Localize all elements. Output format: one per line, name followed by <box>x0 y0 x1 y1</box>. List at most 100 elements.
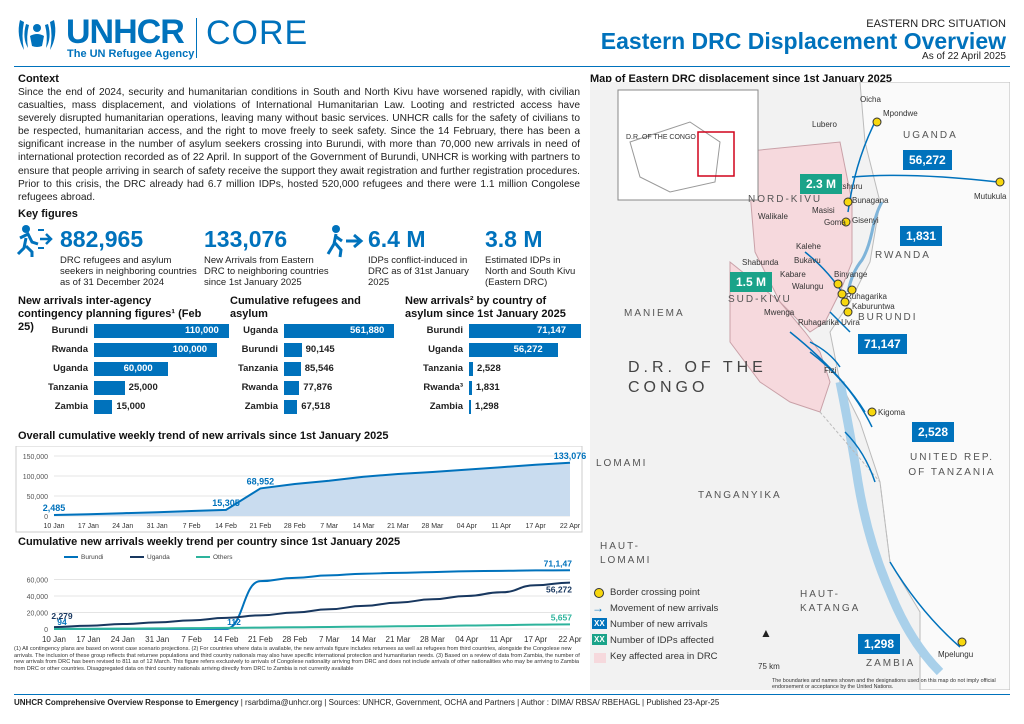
y-tick-label: 20,000 <box>27 611 49 618</box>
bar-category-label: Uganda <box>428 344 463 355</box>
bar-value-label: 77,876 <box>303 382 333 393</box>
x-tick-label: 11 Apr <box>490 635 513 644</box>
affected-area-legend-icon <box>594 653 606 663</box>
bar <box>469 381 472 395</box>
y-tick-label: 0 <box>44 514 48 521</box>
place-masisi: Masisi <box>812 206 835 215</box>
bar-category-label: Tanzania <box>423 363 463 374</box>
x-tick-label: 22 Apr <box>558 635 581 644</box>
lake-kivu <box>846 201 884 293</box>
x-tick-label: 17 Jan <box>76 635 100 644</box>
place-kalehe: Kalehe <box>796 242 821 251</box>
badge-uganda-arrivals: 56,272 <box>903 150 952 170</box>
badge-rwanda-arrivals: 1,831 <box>900 226 943 246</box>
x-tick-label: 31 Jan <box>147 523 168 530</box>
x-tick-label: 24 Jan <box>112 523 133 530</box>
bar-category-label: Tanzania <box>48 382 88 393</box>
x-tick-label: 28 Feb <box>282 635 307 644</box>
country-trend-line-chart: 0 20,000 40,000 60,000 Burundi Uganda Others 10… <box>27 554 582 644</box>
badge-zambia-arrivals: 1,298 <box>858 634 901 654</box>
place-ruhagarika-uvira: Ruhagarika Uvira <box>798 318 860 327</box>
region-burundi: BURUNDI <box>858 312 918 323</box>
legend-label: Others <box>213 554 233 561</box>
place-mpelungu: Mpelungu <box>938 650 974 659</box>
bar-value-label: 71,147 <box>537 325 567 336</box>
place-lubero: Lubero <box>812 120 837 129</box>
unhcr-logo-icon <box>18 20 56 50</box>
bar <box>284 362 301 376</box>
place-kabare: Kabare <box>780 270 806 279</box>
x-tick-label: 14 Feb <box>215 523 237 530</box>
person-walking-arrow-icon <box>326 225 364 258</box>
bar <box>94 400 113 414</box>
chart-frame <box>15 446 583 533</box>
cumulative-refugees-chart-title: Cumulative refugees and asylum <box>230 295 361 320</box>
header-rule <box>14 66 1010 67</box>
bar-value-label: 25,000 <box>128 382 158 393</box>
data-label: 2,485 <box>43 503 66 513</box>
footer-program: UNHCR Comprehensive Overview Response to… <box>14 698 239 707</box>
bar <box>284 381 300 395</box>
footer-rule <box>14 694 1010 695</box>
kf-new-arrivals-value: 133,076 <box>204 226 288 252</box>
overall-trend-title: Overall cumulative weekly trend of new a… <box>18 430 389 442</box>
bar-category-label: Tanzania <box>238 363 278 374</box>
overall-trend-area-chart: 0 50,000 100,000 150,000 10 Jan 17 Jan 24 Jan 3… <box>15 446 587 533</box>
bar <box>469 400 472 414</box>
region-tanzania: UNITED REP. OF TANZANIA <box>908 452 996 478</box>
inset-label: D.R. OF THE CONGO <box>626 134 696 141</box>
place-bukavu: Bukavu <box>794 256 821 265</box>
bar-category-label: Zambia <box>54 401 88 412</box>
legend-label: Uganda <box>147 554 170 561</box>
place-ruhagarika: Ruhagarika <box>846 292 887 301</box>
data-label: 68,952 <box>247 476 275 486</box>
context-title: Context <box>18 73 59 85</box>
x-tick-label: 10 Jan <box>42 635 66 644</box>
bar <box>94 343 217 357</box>
place-mwenga: Mwenga <box>764 308 795 317</box>
bar-category-label: Uganda <box>53 363 88 374</box>
bar <box>469 343 558 357</box>
series-line-uganda <box>53 581 571 629</box>
x-tick-label: 22 Apr <box>560 523 581 530</box>
x-tick-label: 28 Mar <box>420 635 445 644</box>
kf-idps-label: IDPs conflict-induced in DRC as of 31st … <box>368 255 469 288</box>
bar <box>284 324 394 338</box>
x-tick-label: 28 Mar <box>422 523 444 530</box>
arrivals-by-country-chart-title: New arrivals² by country of asylum since… <box>405 295 566 320</box>
x-tick-label: 24 Jan <box>111 635 135 644</box>
x-tick-label: 14 Mar <box>353 523 375 530</box>
bar <box>469 324 581 338</box>
map-disclaimer: The boundaries and names shown and the d… <box>772 678 996 690</box>
bar <box>284 400 298 414</box>
y-tick-label: 40,000 <box>27 594 49 601</box>
bar <box>94 324 229 338</box>
legend-movement: Movement of new arrivals <box>610 603 719 614</box>
region-drc: D.R. OF THE CONGO <box>628 359 767 396</box>
bar <box>94 362 168 376</box>
x-tick-label: 21 Feb <box>248 635 273 644</box>
place-kaburuntwa: Kaburuntwa <box>852 302 895 311</box>
bar-value-label: 561,880 <box>350 325 385 336</box>
region-uganda: UGANDA <box>903 130 958 141</box>
area-line <box>53 461 571 517</box>
footer: UNHCR Comprehensive Overview Response to… <box>14 698 719 707</box>
x-tick-label: 17 Jan <box>78 523 99 530</box>
place-shabunda: Shabunda <box>742 258 779 267</box>
x-tick-label: 10 Jan <box>43 523 64 530</box>
place-walikale: Walikale <box>758 212 788 221</box>
place-walungu: Walungu <box>792 282 824 291</box>
place-oicha: Oicha <box>860 95 881 104</box>
place-bunagana: Bunagana <box>852 196 889 205</box>
bar-category-label: Zambia <box>244 401 278 412</box>
legend-border: Border crossing point <box>610 587 700 598</box>
data-label: 133,076 <box>554 451 587 461</box>
kf-kivu-idps-label: Estimated IDPs in North and South Kivu (… <box>485 255 576 288</box>
x-tick-label: 04 Apr <box>455 635 478 644</box>
place-mpondwe: Mpondwe <box>883 109 918 118</box>
legend-arrivals: Number of new arrivals <box>610 619 708 630</box>
bar <box>284 343 302 357</box>
place-gisenyi: Gisenyi <box>852 216 879 225</box>
bar-category-label: Burundi <box>426 325 463 336</box>
x-tick-label: 28 Feb <box>284 523 306 530</box>
